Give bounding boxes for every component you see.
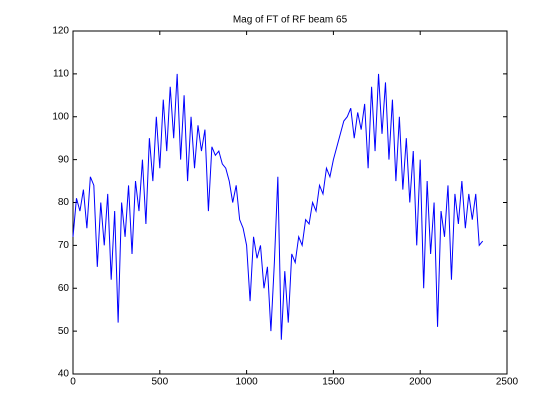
y-tick-label: 70 (58, 240, 70, 251)
chart-title: Mag of FT of RF beam 65 (233, 15, 348, 26)
x-tick-label: 1000 (235, 377, 258, 388)
y-tick-label: 110 (53, 69, 69, 80)
x-tick-label: 0 (70, 377, 76, 388)
x-tick-label: 2000 (409, 377, 432, 388)
y-tick-label: 80 (58, 197, 70, 208)
plot-area (72, 30, 508, 375)
line (72, 73, 484, 340)
y-tick-label: 100 (52, 111, 69, 122)
y-tick-label: 60 (58, 283, 70, 294)
x-tick-label: 1500 (322, 377, 345, 388)
x-tick-label: 500 (151, 377, 168, 388)
y-tick-label: 40 (58, 369, 70, 380)
y-tick-label: 120 (52, 26, 69, 37)
x-tick-label: 2500 (496, 377, 519, 388)
y-tick-label: 50 (58, 326, 70, 337)
y-tick-label: 90 (58, 154, 70, 165)
